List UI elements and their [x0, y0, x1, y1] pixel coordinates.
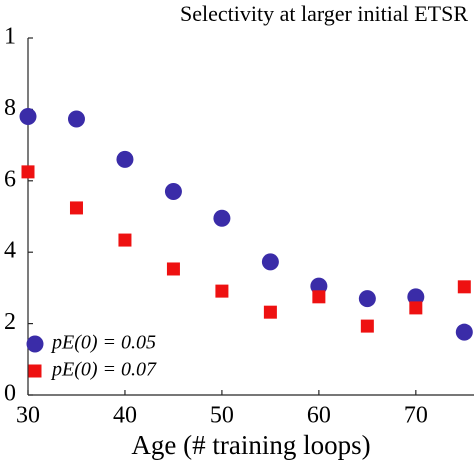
x-tick-label: 70: [404, 403, 428, 429]
point: [407, 288, 425, 306]
x-tick-label: 60: [307, 403, 331, 429]
point: [360, 319, 374, 333]
chart-title: Selectivity at larger initial ETSR: [180, 1, 468, 26]
point: [213, 209, 231, 227]
legend-label: pE(0) = 0.07: [50, 359, 157, 381]
point: [67, 110, 85, 128]
point: [69, 201, 83, 215]
point: [358, 290, 376, 308]
x-axis-label: Age (# training loops): [131, 430, 370, 460]
point: [455, 323, 473, 341]
point: [409, 301, 423, 315]
y-tick-label: 0: [4, 381, 16, 407]
y-tick-label: 2: [4, 309, 16, 335]
x-tick-label: 30: [16, 403, 40, 429]
y-tick-label: 6: [4, 166, 16, 192]
y-tick-label: 1: [4, 24, 16, 50]
legend-marker: [26, 335, 44, 353]
point: [263, 305, 277, 319]
y-tick-label: 4: [4, 238, 16, 264]
point: [166, 262, 180, 276]
point: [312, 290, 326, 304]
point: [261, 253, 279, 271]
x-tick-label: 40: [113, 403, 137, 429]
point: [21, 165, 35, 179]
legend-label: pE(0) = 0.05: [50, 332, 156, 354]
point: [118, 233, 132, 247]
point: [164, 183, 182, 201]
point: [19, 108, 37, 126]
x-tick-label: 50: [210, 403, 234, 429]
point: [457, 280, 471, 294]
legend-marker: [28, 364, 42, 378]
point: [116, 150, 134, 168]
point: [215, 284, 229, 298]
y-tick-label: 8: [4, 95, 16, 121]
